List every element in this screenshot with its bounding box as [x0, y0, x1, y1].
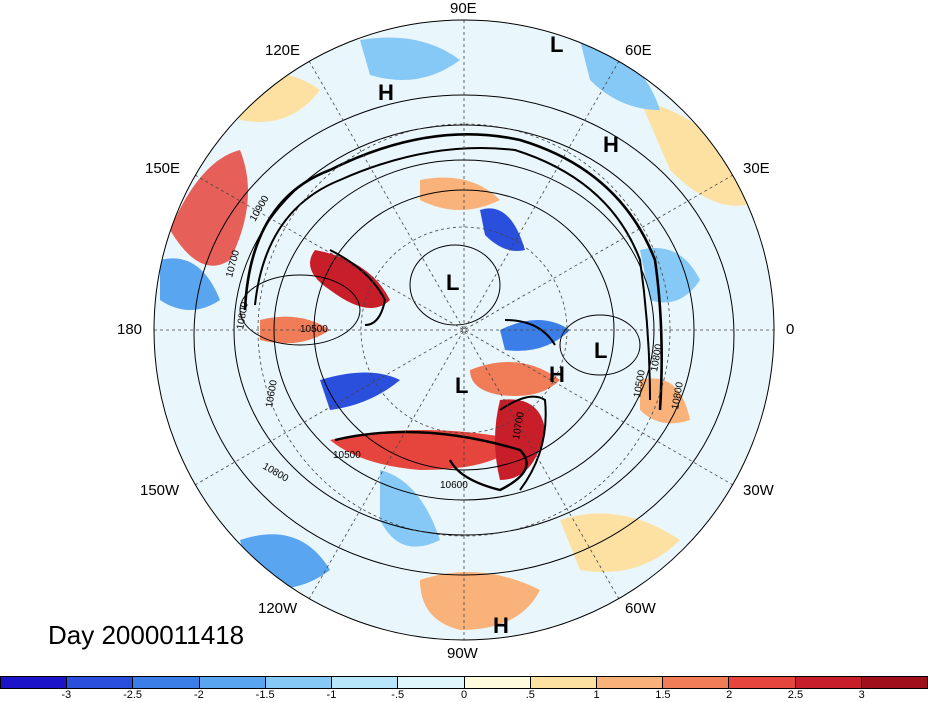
contour-label: 10700: [511, 411, 527, 441]
lon-label-90e: 90E: [450, 0, 477, 17]
cool-anomaly: [360, 37, 460, 80]
latitude-circle: [360, 226, 568, 434]
lon-label-0: 0: [786, 321, 795, 338]
meridian-line: [194, 174, 734, 486]
map-boundary: [153, 19, 775, 641]
contour-label: 10600: [264, 379, 280, 409]
colorbar-swatch: [398, 677, 465, 688]
jet-contour: [254, 147, 651, 401]
cool-anomaly: [480, 208, 525, 251]
lon-label-180: 180: [117, 321, 143, 338]
lon-label-60e: 60E: [625, 42, 652, 59]
pressure-center-marker: L: [594, 338, 608, 363]
cool-anomaly: [500, 320, 570, 351]
warm-anomaly: [420, 177, 500, 210]
colorbar-swatch: [464, 677, 531, 688]
contour-label: 10500: [632, 369, 648, 399]
colorbar-swatch: [663, 677, 730, 688]
meridian-line: [308, 60, 620, 600]
colorbar-tick-label: -2.5: [123, 689, 143, 701]
pressure-center-marker: H: [549, 362, 565, 387]
graticule: [154, 20, 774, 640]
lon-label-120w: 120W: [258, 600, 298, 617]
anomaly-field: [154, 20, 774, 640]
meridian-line: [308, 60, 620, 600]
lon-label-60w: 60W: [625, 600, 656, 617]
pressure-center-marker: H: [603, 132, 619, 157]
cool-anomaly: [380, 470, 440, 547]
colorbar-swatch: [332, 677, 399, 688]
lon-label-90w: 90W: [447, 645, 478, 662]
jet-contour: [504, 319, 556, 346]
jet-contour: [329, 249, 387, 326]
colorbar-swatch: [265, 677, 333, 688]
contour-label: 10500: [300, 324, 328, 335]
warm-anomaly: [330, 430, 520, 470]
colorbar-tick-label: -2: [193, 689, 204, 701]
lon-label-120e: 120E: [265, 42, 301, 59]
colorbar-swatch: [729, 677, 796, 688]
pressure-center-marker: L: [446, 270, 460, 295]
cool-anomaly: [160, 258, 220, 310]
colorbar-tick-label: -3: [61, 689, 72, 701]
colorbar-labels: -3 -2.5 -2 -1.5 -1 -.5 0 .5 1 1.5 2 2.5 3: [0, 689, 928, 702]
warm-anomaly: [420, 572, 540, 630]
colorbar-swatch: [1, 677, 68, 688]
contour-label: 10800: [649, 343, 665, 373]
lon-label-30w: 30W: [743, 482, 774, 499]
colorbar-swatch: [596, 677, 664, 688]
warm-anomaly: [170, 150, 248, 266]
date-title: Day 2000011418: [48, 620, 245, 650]
pressure-center-marker: L: [455, 373, 469, 398]
cool-anomaly: [320, 372, 400, 410]
meridian-line: [194, 174, 734, 486]
colorbar-swatch: [199, 677, 266, 688]
colorbar-swatch: [67, 677, 134, 688]
warm-anomaly: [495, 399, 545, 480]
colorbar-swatch: [530, 677, 597, 688]
colorbar-swatch: [795, 677, 862, 688]
warm-anomaly: [640, 100, 760, 206]
jet-contour: [499, 395, 547, 491]
height-contour: [559, 314, 641, 376]
colorbar: [0, 676, 928, 689]
colorbar-tick-label: 1.5: [655, 689, 671, 701]
colorbar-tick-label: -.5: [391, 689, 405, 701]
jet-contour: [243, 133, 663, 411]
pressure-center-marker: H: [493, 613, 509, 638]
pressure-center-marker: H: [378, 80, 394, 105]
colorbar-tick-label: -1.5: [255, 689, 275, 701]
colorbar-tick-label: 2.5: [787, 689, 804, 701]
contour-label: 10600: [440, 480, 468, 491]
latitude-circle: [257, 123, 671, 537]
contour-label: 10800: [235, 301, 251, 331]
lon-label-150e: 150E: [145, 160, 181, 177]
contour-label: 10800: [670, 381, 686, 411]
lon-label-30e: 30E: [743, 160, 770, 177]
colorbar-tick-label: 2: [726, 689, 733, 701]
colorbar-swatch: [861, 677, 928, 688]
colorbar-tick-label: 3: [858, 689, 865, 701]
warm-anomaly: [310, 250, 390, 308]
jet-contour: [334, 430, 528, 492]
colorbar-tick-label: .5: [525, 689, 535, 701]
colorbar-tick-label: 0: [460, 689, 468, 701]
colorbar-tick-label: -1: [326, 689, 337, 701]
cool-anomaly: [580, 40, 660, 110]
colorbar-swatch: [133, 677, 200, 688]
warm-anomaly: [640, 378, 690, 424]
contour-label: 10500: [333, 450, 361, 461]
height-contour: [239, 274, 361, 346]
colorbar-tick-label: 1: [593, 689, 600, 701]
warm-anomaly: [560, 513, 680, 572]
pressure-center-marker: L: [550, 32, 564, 57]
lon-label-150w: 150W: [140, 482, 180, 499]
warm-anomaly: [470, 362, 560, 396]
